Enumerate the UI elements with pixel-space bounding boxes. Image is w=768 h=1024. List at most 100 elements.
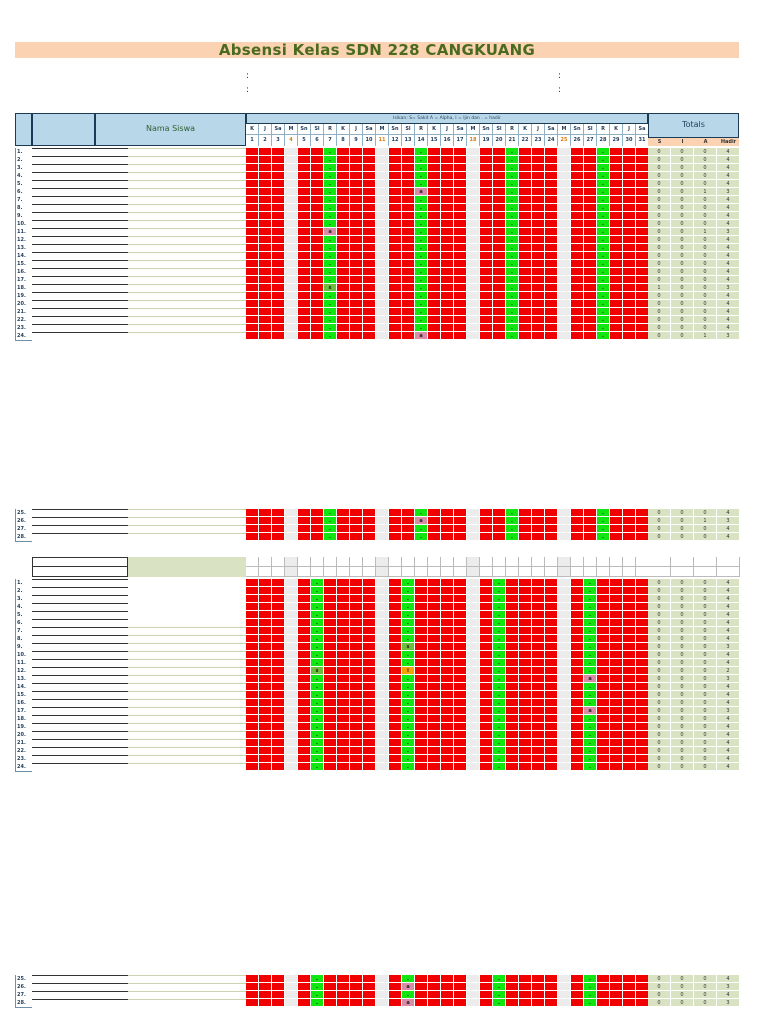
attendance-cell[interactable] (558, 188, 571, 196)
attendance-cell[interactable] (246, 739, 259, 747)
attendance-cell[interactable] (480, 763, 493, 771)
attendance-cell[interactable] (363, 164, 376, 172)
attendance-cell[interactable] (259, 292, 272, 300)
attendance-cell[interactable] (610, 525, 623, 533)
attendance-cell[interactable] (311, 236, 324, 244)
attendance-cell[interactable] (389, 991, 402, 999)
attendance-cell[interactable] (428, 715, 441, 723)
student-code-cell[interactable] (95, 260, 128, 261)
attendance-cell[interactable] (545, 595, 558, 603)
attendance-cell[interactable] (259, 517, 272, 525)
attendance-cell[interactable] (324, 659, 337, 667)
attendance-cell[interactable]: . (493, 683, 506, 691)
attendance-cell[interactable] (285, 991, 298, 999)
attendance-cell[interactable]: . (311, 739, 324, 747)
attendance-cell[interactable] (428, 332, 441, 340)
attendance-cell[interactable]: . (415, 212, 428, 220)
attendance-cell[interactable]: . (415, 292, 428, 300)
attendance-cell[interactable] (506, 675, 519, 683)
attendance-cell[interactable] (571, 587, 584, 595)
attendance-cell[interactable] (493, 204, 506, 212)
attendance-cell[interactable] (454, 707, 467, 715)
attendance-cell[interactable] (584, 244, 597, 252)
attendance-cell[interactable] (350, 509, 363, 517)
attendance-cell[interactable] (480, 595, 493, 603)
attendance-cell[interactable] (454, 220, 467, 228)
attendance-cell[interactable] (324, 699, 337, 707)
attendance-cell[interactable] (298, 324, 311, 332)
attendance-cell[interactable] (454, 517, 467, 525)
attendance-cell[interactable] (298, 196, 311, 204)
attendance-cell[interactable] (376, 517, 389, 525)
attendance-cell[interactable] (597, 659, 610, 667)
attendance-cell[interactable] (623, 975, 636, 983)
attendance-cell[interactable] (623, 525, 636, 533)
attendance-cell[interactable] (376, 260, 389, 268)
attendance-cell[interactable] (272, 975, 285, 983)
attendance-cell[interactable] (558, 180, 571, 188)
attendance-cell[interactable] (558, 999, 571, 1007)
attendance-cell[interactable] (324, 595, 337, 603)
attendance-cell[interactable] (376, 699, 389, 707)
attendance-cell[interactable] (532, 763, 545, 771)
attendance-cell[interactable] (337, 533, 350, 541)
attendance-cell[interactable] (467, 587, 480, 595)
attendance-cell[interactable] (532, 747, 545, 755)
attendance-cell[interactable] (259, 983, 272, 991)
attendance-cell[interactable] (298, 683, 311, 691)
attendance-cell[interactable] (246, 188, 259, 196)
attendance-cell[interactable] (454, 619, 467, 627)
blank-day-cell[interactable] (532, 567, 545, 577)
attendance-cell[interactable] (545, 755, 558, 763)
attendance-cell[interactable] (415, 611, 428, 619)
attendance-cell[interactable] (571, 635, 584, 643)
attendance-cell[interactable] (285, 308, 298, 316)
attendance-cell[interactable] (519, 525, 532, 533)
attendance-cell[interactable]: . (584, 667, 597, 675)
attendance-cell[interactable] (545, 675, 558, 683)
attendance-cell[interactable] (467, 659, 480, 667)
attendance-cell[interactable] (350, 603, 363, 611)
attendance-cell[interactable] (389, 332, 402, 340)
attendance-cell[interactable] (532, 739, 545, 747)
attendance-cell[interactable]: . (506, 220, 519, 228)
attendance-cell[interactable] (246, 276, 259, 284)
attendance-cell[interactable] (532, 300, 545, 308)
attendance-cell[interactable] (363, 983, 376, 991)
attendance-cell[interactable] (493, 252, 506, 260)
attendance-cell[interactable]: . (584, 595, 597, 603)
attendance-cell[interactable] (285, 260, 298, 268)
attendance-cell[interactable] (532, 236, 545, 244)
attendance-cell[interactable] (558, 763, 571, 771)
attendance-cell[interactable] (285, 156, 298, 164)
attendance-cell[interactable] (259, 172, 272, 180)
blank-day-cell[interactable] (402, 557, 415, 567)
attendance-cell[interactable] (324, 643, 337, 651)
attendance-cell[interactable] (467, 699, 480, 707)
attendance-cell[interactable] (259, 316, 272, 324)
attendance-cell[interactable] (285, 148, 298, 156)
attendance-cell[interactable] (363, 244, 376, 252)
attendance-cell[interactable]: . (597, 316, 610, 324)
attendance-cell[interactable] (272, 999, 285, 1007)
attendance-cell[interactable] (389, 731, 402, 739)
student-code-cell[interactable] (95, 212, 128, 213)
attendance-cell[interactable] (558, 675, 571, 683)
attendance-cell[interactable]: . (415, 196, 428, 204)
attendance-cell[interactable] (324, 651, 337, 659)
attendance-cell[interactable] (259, 148, 272, 156)
attendance-cell[interactable] (298, 603, 311, 611)
attendance-cell[interactable] (285, 204, 298, 212)
attendance-cell[interactable] (350, 252, 363, 260)
attendance-cell[interactable] (441, 525, 454, 533)
attendance-cell[interactable] (571, 509, 584, 517)
attendance-cell[interactable] (363, 188, 376, 196)
attendance-cell[interactable] (376, 180, 389, 188)
attendance-cell[interactable] (272, 172, 285, 180)
attendance-cell[interactable] (584, 188, 597, 196)
attendance-cell[interactable] (441, 332, 454, 340)
attendance-cell[interactable] (246, 587, 259, 595)
attendance-cell[interactable] (532, 691, 545, 699)
attendance-cell[interactable] (324, 635, 337, 643)
student-id-cell[interactable] (32, 747, 95, 748)
